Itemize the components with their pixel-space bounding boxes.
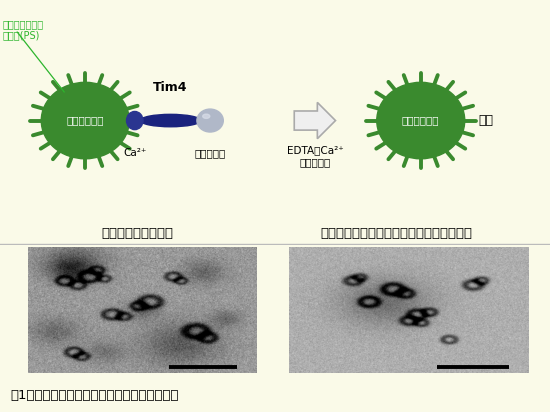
Ellipse shape xyxy=(203,114,210,118)
Circle shape xyxy=(41,82,129,159)
Circle shape xyxy=(197,109,223,132)
Polygon shape xyxy=(294,103,336,139)
Text: 超遠心法により分離: 超遠心法により分離 xyxy=(102,227,173,240)
Text: 本キット（アフィニティー法）により分離: 本キット（アフィニティー法）により分離 xyxy=(320,227,472,240)
Text: ホスファチジル
セリン(PS): ホスファチジル セリン(PS) xyxy=(3,19,44,40)
Circle shape xyxy=(377,82,465,159)
Ellipse shape xyxy=(126,112,143,130)
Text: 磁気ビーズ: 磁気ビーズ xyxy=(195,148,226,158)
Text: エクソソーム: エクソソーム xyxy=(67,115,104,126)
Text: エクソソーム: エクソソーム xyxy=(402,115,439,126)
Text: 図1．　分離法によるエクソソーム純度の比較: 図1． 分離法によるエクソソーム純度の比較 xyxy=(10,389,178,402)
Text: EDTAでCa²⁺
をキレート: EDTAでCa²⁺ をキレート xyxy=(287,145,344,167)
Ellipse shape xyxy=(140,115,201,127)
Text: Ca²⁺: Ca²⁺ xyxy=(123,148,146,158)
Text: Tim4: Tim4 xyxy=(153,81,188,94)
Text: 遠離: 遠離 xyxy=(478,114,493,127)
